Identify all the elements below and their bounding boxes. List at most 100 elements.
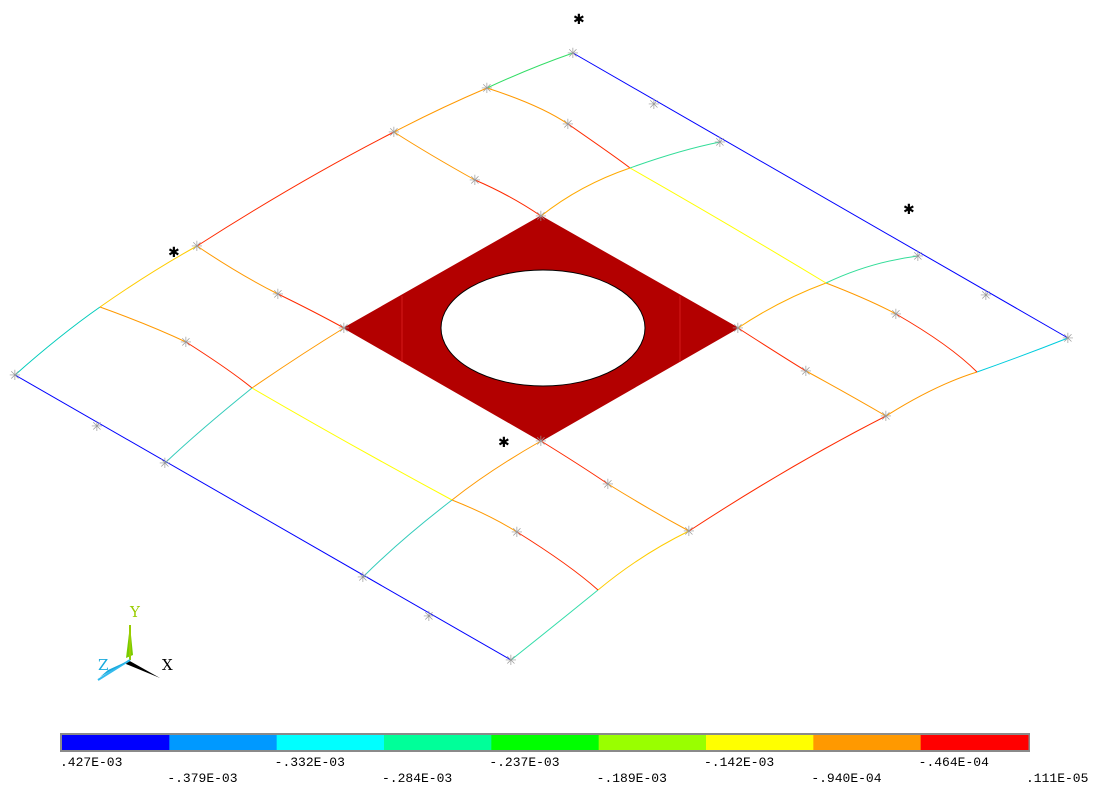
legend-swatch — [706, 735, 814, 750]
grid-d1 — [99, 306, 187, 343]
constraint-star: ✱ — [168, 245, 180, 261]
axis-triad: Y X Z — [97, 603, 173, 681]
legend-swatches — [62, 735, 1029, 750]
wireframe — [14, 52, 1069, 661]
plate-group — [342, 215, 740, 442]
grid-f4 — [362, 499, 453, 578]
grid-e2 — [540, 167, 631, 217]
node-marker: ✳ — [648, 97, 660, 113]
grid-b1 — [393, 131, 476, 181]
edge-top-left-e — [486, 52, 574, 89]
edge-bottom-right-c — [688, 415, 887, 532]
node-marker: ✳ — [423, 609, 435, 625]
grid-e1 — [629, 141, 721, 169]
grid-b2 — [474, 179, 542, 217]
edge-top-left-a — [14, 306, 101, 376]
legend-labels: .427E-03 -.379E-03 -.332E-03 -.284E-03 -.237… — [60, 755, 1088, 786]
legend-label: -.237E-03 — [489, 755, 559, 770]
z-axis-arrow — [100, 660, 130, 677]
node-marker: ✳ — [980, 288, 992, 304]
legend-swatch — [384, 735, 492, 750]
y-axis-label: Y — [129, 603, 141, 621]
grid-d4 — [451, 499, 518, 533]
node-marker: ✳ — [912, 249, 924, 265]
node-marker: ✳ — [469, 173, 481, 189]
legend-label: -.142E-03 — [704, 755, 774, 770]
node-marker: ✳ — [535, 434, 547, 450]
grid-d5 — [516, 531, 599, 591]
legend-swatch — [598, 735, 707, 750]
node-marker: ✳ — [880, 409, 892, 425]
x-axis-label: X — [162, 656, 173, 674]
legend-swatch — [491, 735, 600, 750]
node-marker: ✳ — [357, 570, 369, 586]
plate-hole — [440, 269, 646, 387]
edge-top-left-c — [196, 131, 395, 247]
edge-top-right — [572, 52, 1069, 339]
node-marker: ✳ — [800, 364, 812, 380]
legend-label: .427E-03 — [60, 755, 122, 770]
node-marker: ✳ — [159, 456, 171, 472]
legend-label: -.332E-03 — [275, 755, 345, 770]
legend-swatch — [169, 735, 278, 750]
grid-f3 — [451, 440, 542, 501]
node-markers: ✳ ✳ ✳ ✳ ✳ ✳ ✳ ✳ ✳ ✳ ✳ ✳ ✳ ✳ ✳ ✳ ✳ ✳ ✳ ✳ ✳ ✳ ✳ ✳ ✳ ✳ ✳ ✳ ✳ — [9, 46, 1074, 669]
node-marker: ✳ — [535, 209, 547, 225]
legend-swatch — [276, 735, 385, 750]
edge-bottom-right-b — [597, 530, 690, 591]
grid-a2 — [567, 123, 631, 169]
node-marker: ✳ — [481, 81, 493, 97]
grid-f2 — [737, 282, 827, 329]
grid-f1 — [825, 255, 919, 284]
grid-c1 — [196, 245, 279, 295]
edge-bottom-left — [14, 374, 512, 661]
node-marker: ✳ — [511, 525, 523, 541]
legend-label: -.464E-04 — [919, 755, 989, 770]
node-marker: ✳ — [338, 321, 350, 337]
grid-b4 — [805, 370, 887, 417]
edge-top-left-d — [393, 87, 488, 133]
node-marker: ✳ — [602, 477, 614, 493]
node-marker: ✳ — [1062, 331, 1074, 347]
constraint-star: ✱ — [498, 435, 510, 451]
edge-bottom-right-e — [976, 337, 1069, 373]
node-marker: ✳ — [732, 321, 744, 337]
constraint-star: ✱ — [903, 202, 915, 218]
grid-c2 — [277, 293, 345, 329]
z-axis-line — [97, 659, 131, 681]
grid-a3 — [629, 167, 827, 284]
legend-swatch — [813, 735, 922, 750]
node-marker: ✳ — [562, 117, 574, 133]
grid-a5 — [895, 313, 978, 373]
constraint-star: ✱ — [573, 12, 585, 28]
legend-swatch — [62, 735, 170, 750]
grid-a4 — [825, 282, 897, 315]
grid-a1 — [486, 87, 569, 125]
z-axis-label: Z — [98, 656, 108, 674]
node-marker: ✳ — [683, 524, 695, 540]
legend-label: -.940E-04 — [811, 771, 881, 786]
grid-e3 — [251, 327, 345, 389]
legend-label: .111E-05 — [1026, 771, 1088, 786]
grid-d2 — [185, 341, 253, 389]
legend-label: -.284E-03 — [382, 771, 452, 786]
legend-swatch — [920, 735, 1029, 750]
node-marker: ✳ — [388, 125, 400, 141]
node-marker: ✳ — [9, 368, 21, 384]
grid-c4 — [607, 483, 690, 532]
node-marker: ✳ — [272, 287, 284, 303]
grid-b3 — [737, 327, 807, 372]
node-marker: ✳ — [567, 46, 579, 62]
legend-label: -.189E-03 — [597, 771, 667, 786]
legend-label: -.379E-03 — [167, 771, 237, 786]
x-axis-arrow — [126, 660, 160, 678]
grid-c3 — [540, 440, 609, 485]
edge-bottom-right-a — [510, 589, 599, 661]
node-marker: ✳ — [91, 419, 103, 435]
edge-top-left-b — [99, 245, 198, 308]
node-marker: ✳ — [505, 653, 517, 669]
node-marker: ✳ — [890, 307, 902, 323]
node-marker: ✳ — [714, 135, 726, 151]
